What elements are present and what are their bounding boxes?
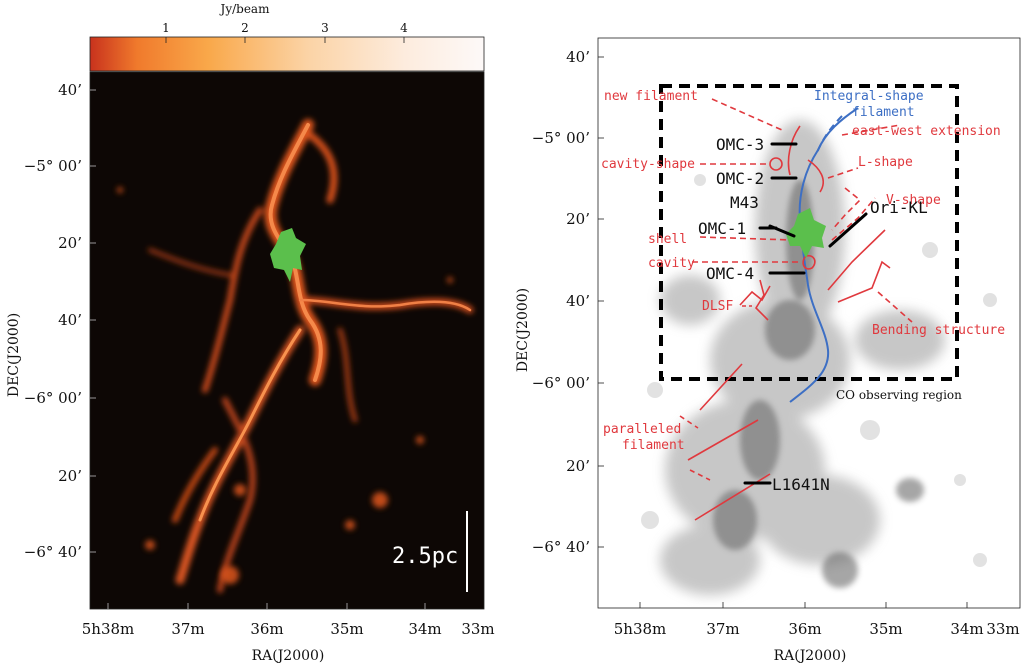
right-ticks [598, 56, 968, 608]
right-xtick-2: 37m [706, 620, 739, 638]
right-ytick-4: 40’ [566, 292, 590, 310]
colorbar-gradient [89, 36, 485, 72]
cavity-ring [802, 254, 816, 270]
label-v-shape: V-shape [886, 193, 941, 208]
left-panel: 2.5pc 40’ −5° 00’ 20’ 40’ −6° 00’ 20’ −6… [6, 71, 495, 664]
right-ytick-6: 20’ [566, 457, 590, 475]
new-filament-arc [787, 125, 801, 176]
left-xtick-5: 34m [408, 620, 441, 638]
right-ytick-1: 40’ [566, 48, 590, 66]
colorbar: Jy/beam 1 2 3 4 [89, 2, 485, 72]
right-xtick-3: 36m [788, 620, 821, 638]
label-dlsf: DLSF [702, 299, 733, 314]
cavity-shape-circle [769, 157, 783, 171]
label-new-filament: new filament [604, 89, 698, 104]
left-ytick-2: −5° 00’ [24, 157, 82, 175]
left-ytick-7: −6° 40’ [24, 543, 82, 561]
label-omc3: OMC-3 [716, 135, 764, 154]
right-xtick-5: 34m [950, 620, 983, 638]
label-cavity-shape: cavity-shape [601, 157, 695, 172]
colorbar-tick-2: 2 [241, 21, 249, 35]
right-green-mask [786, 208, 826, 258]
right-xtick-1: 5h38m [614, 620, 667, 638]
left-ticks [90, 89, 426, 609]
right-panel: CO observing region Integral-shape filam… [515, 37, 1021, 664]
bending-structure [837, 260, 891, 303]
right-ytick-2: −5° 00’ [532, 129, 590, 147]
colorbar-tick-1: 1 [162, 21, 170, 35]
right-ytick-5: −6° 00’ [532, 374, 590, 392]
co-region-label: CO observing region [836, 388, 962, 402]
label-paralleled: paralleled [603, 422, 681, 437]
left-xlabel: RA(J2000) [252, 648, 325, 664]
left-ytick-1: 40’ [58, 81, 82, 99]
co-region-box [659, 84, 959, 381]
right-ytick-3: 20’ [566, 210, 590, 228]
label-l1641n: L1641N [772, 475, 830, 494]
left-ytick-3: 20’ [58, 234, 82, 252]
label-omc2: OMC-2 [716, 169, 764, 188]
left-xtick-2: 37m [171, 620, 204, 638]
right-xtick-4: 35m [869, 620, 902, 638]
right-grayscale-map: CO observing region Integral-shape filam… [601, 84, 1005, 595]
label-shell: shell [648, 232, 687, 247]
integral-filament-label-2: filament [852, 105, 915, 120]
label-ori-kl: Ori-KL [870, 198, 928, 217]
left-xtick-3: 36m [250, 620, 283, 638]
right-ylabel: DEC(J2000) [515, 288, 531, 372]
left-xtick-1: 5h38m [82, 620, 135, 638]
label-east-west-extension: east-west extension [852, 124, 1001, 139]
label-bending-structure: Bending structure [872, 323, 1005, 338]
label-l-shape: L-shape [858, 155, 913, 170]
label-omc4: OMC-4 [706, 264, 754, 283]
left-ytick-4: 40’ [58, 311, 82, 329]
left-ylabel: DEC(J2000) [6, 313, 22, 397]
left-xtick-6: 33m [461, 620, 494, 638]
left-green-mask [270, 228, 306, 282]
right-xtick-6: 33m [986, 620, 1019, 638]
colorbar-tick-4: 4 [400, 21, 408, 35]
colorbar-tick-3: 3 [321, 21, 329, 35]
left-ytick-5: −6° 00’ [24, 389, 82, 407]
scale-bar-label: 2.5pc [392, 544, 458, 569]
label-m43: M43 [730, 193, 759, 212]
label-omc1: OMC-1 [698, 219, 746, 238]
left-emission-map: 2.5pc [117, 119, 474, 593]
label-cavity: cavity [648, 256, 695, 271]
right-ytick-7: −6° 40’ [532, 538, 590, 556]
integral-filament-label-1: Integral-shape [814, 89, 924, 104]
right-xlabel: RA(J2000) [774, 648, 847, 664]
left-ytick-6: 20’ [58, 467, 82, 485]
left-xtick-4: 35m [330, 620, 363, 638]
label-paralleled-filament: filament [622, 438, 685, 453]
colorbar-unit: Jy/beam [219, 2, 271, 16]
